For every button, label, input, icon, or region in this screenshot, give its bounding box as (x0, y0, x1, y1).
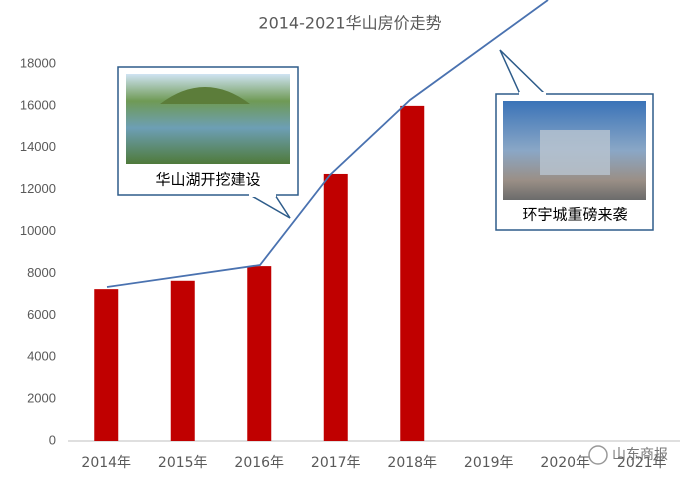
callout-tail (499, 49, 547, 95)
x-tick-label: 2016年 (234, 455, 284, 471)
callout-label: 环宇城重磅来袭 (522, 206, 627, 224)
callout-join (519, 92, 546, 95)
trend-arrow (106, 0, 549, 288)
photo-mountain (160, 87, 250, 104)
bar (400, 105, 425, 441)
y-tick-label: 12000 (20, 181, 56, 196)
y-tick-label: 2000 (27, 391, 56, 406)
chart-title: 2014-2021华山房价走势 (258, 14, 441, 33)
plot-area: 0 2000 4000 6000 8000 10000 12000 14000 16000 180… (20, 55, 680, 471)
callout-right: 环宇城重磅来袭 (495, 49, 654, 231)
bar (247, 266, 272, 441)
y-tick-label: 10000 (20, 223, 56, 238)
y-tick-label: 4000 (27, 349, 56, 364)
bar (170, 280, 195, 441)
x-tick-label: 2017年 (311, 455, 361, 471)
y-tick-label: 18000 (20, 55, 56, 70)
x-tick-label: 2014年 (81, 455, 131, 471)
y-tick-label: 14000 (20, 139, 56, 154)
callout-label: 华山湖开挖建设 (155, 171, 260, 189)
y-tick-label: 0 (49, 432, 56, 447)
x-tick-label: 2015年 (158, 455, 208, 471)
y-tick-label: 8000 (27, 265, 56, 280)
x-tick-label: 2020年 (540, 455, 590, 471)
callout-left: 华山湖开挖建设 (117, 66, 299, 219)
x-tick-label: 2018年 (387, 455, 437, 471)
photo-building (540, 130, 610, 175)
x-tick-label: 2019年 (464, 455, 514, 471)
watermark: 山东商报 (588, 445, 668, 465)
watermark-text: 山东商报 (612, 447, 668, 463)
watermark-icon (588, 445, 608, 465)
x-tick-label: 2021年 (617, 455, 667, 471)
bar (94, 289, 119, 441)
bar (323, 173, 348, 442)
y-tick-label: 6000 (27, 307, 56, 322)
y-tick-label: 16000 (20, 97, 56, 112)
callout-join (249, 194, 276, 197)
callout-tail (247, 194, 291, 219)
